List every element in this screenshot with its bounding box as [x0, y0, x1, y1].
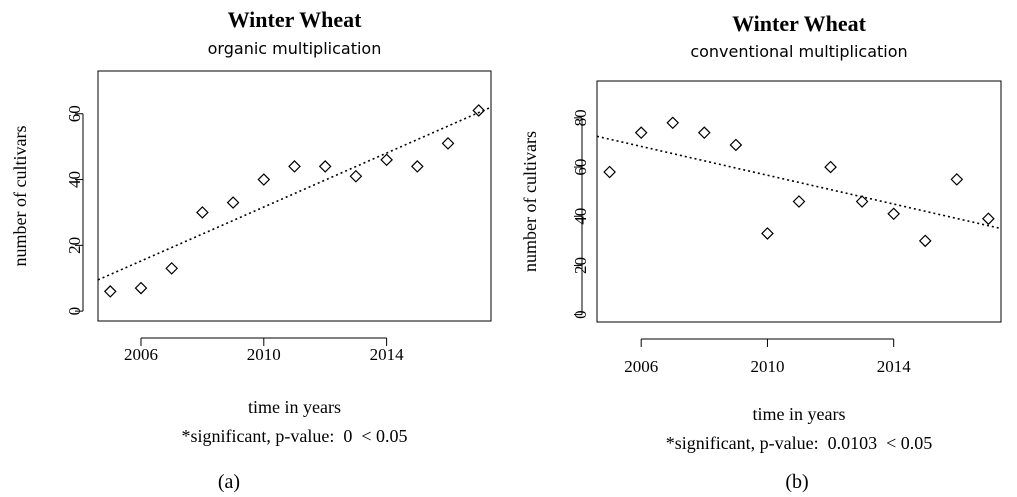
y-tick-label: 40 — [571, 208, 590, 225]
data-point — [887, 207, 901, 221]
data-point — [165, 262, 179, 275]
chart-panel-1: Winter Wheat organic multiplication 2006 20… — [10, 7, 492, 493]
data-point — [824, 160, 837, 174]
chart-subtitle: conventional multiplication — [690, 42, 907, 61]
x-tick-label: 2014 — [370, 345, 405, 364]
data-point — [441, 137, 455, 150]
data-point — [134, 281, 148, 295]
y-tick-label: 80 — [571, 109, 590, 126]
panel-caption: (a) — [218, 471, 240, 493]
data-point — [226, 196, 240, 209]
data-point — [666, 116, 680, 130]
x-tick-label: 2010 — [247, 345, 281, 364]
y-tick-label: 40 — [65, 171, 84, 188]
data-point — [761, 227, 774, 240]
y-tick-label: 20 — [571, 257, 590, 274]
data-point — [603, 165, 616, 179]
data-point — [349, 169, 363, 183]
data-point — [196, 206, 209, 219]
data-point — [380, 153, 393, 167]
y-axis-label: number of cultivars — [520, 131, 540, 272]
data-point — [792, 195, 806, 208]
significance-note: *significant, p-value: 0 < 0.05 — [181, 426, 407, 446]
x-axis-label: time in years — [753, 404, 846, 424]
plot-frame — [97, 70, 492, 322]
data-point — [697, 126, 711, 139]
y-tick-label: 0 — [571, 310, 590, 319]
x-tick-label: 2010 — [750, 357, 784, 376]
data-point — [634, 126, 648, 139]
data-point — [318, 160, 332, 173]
y-tick-label: 0 — [65, 307, 84, 316]
data-point — [950, 173, 964, 186]
plot-area — [98, 104, 491, 298]
x-tick-label: 2014 — [877, 357, 912, 376]
x-tick-label: 2006 — [124, 345, 158, 364]
data-point — [257, 173, 271, 186]
significance-note: *significant, p-value: 0.0103 < 0.05 — [666, 433, 933, 453]
data-point — [729, 138, 743, 152]
plot-frame — [596, 80, 1002, 323]
x-axis-label: time in years — [248, 397, 341, 417]
panel-caption: (b) — [785, 471, 808, 493]
data-point — [982, 212, 995, 226]
trend-line — [597, 135, 1001, 230]
chart-title: Winter Wheat — [228, 7, 363, 32]
trend-line — [98, 106, 491, 281]
chart-subtitle: organic multiplication — [208, 39, 382, 58]
data-point — [472, 104, 486, 117]
y-tick-label: 60 — [571, 159, 590, 176]
data-point — [918, 234, 932, 248]
data-point — [410, 160, 424, 173]
y-tick-label: 20 — [65, 237, 84, 254]
y-tick-label: 60 — [65, 105, 84, 122]
chart-title: Winter Wheat — [732, 11, 867, 36]
x-tick-label: 2006 — [624, 357, 658, 376]
plot-area — [597, 116, 1001, 248]
data-point — [103, 285, 117, 298]
y-axis-label: number of cultivars — [10, 126, 30, 267]
data-point — [288, 160, 301, 173]
chart-panel-2: Winter Wheat conventional multiplication 2… — [520, 11, 1002, 493]
data-point — [855, 195, 869, 208]
